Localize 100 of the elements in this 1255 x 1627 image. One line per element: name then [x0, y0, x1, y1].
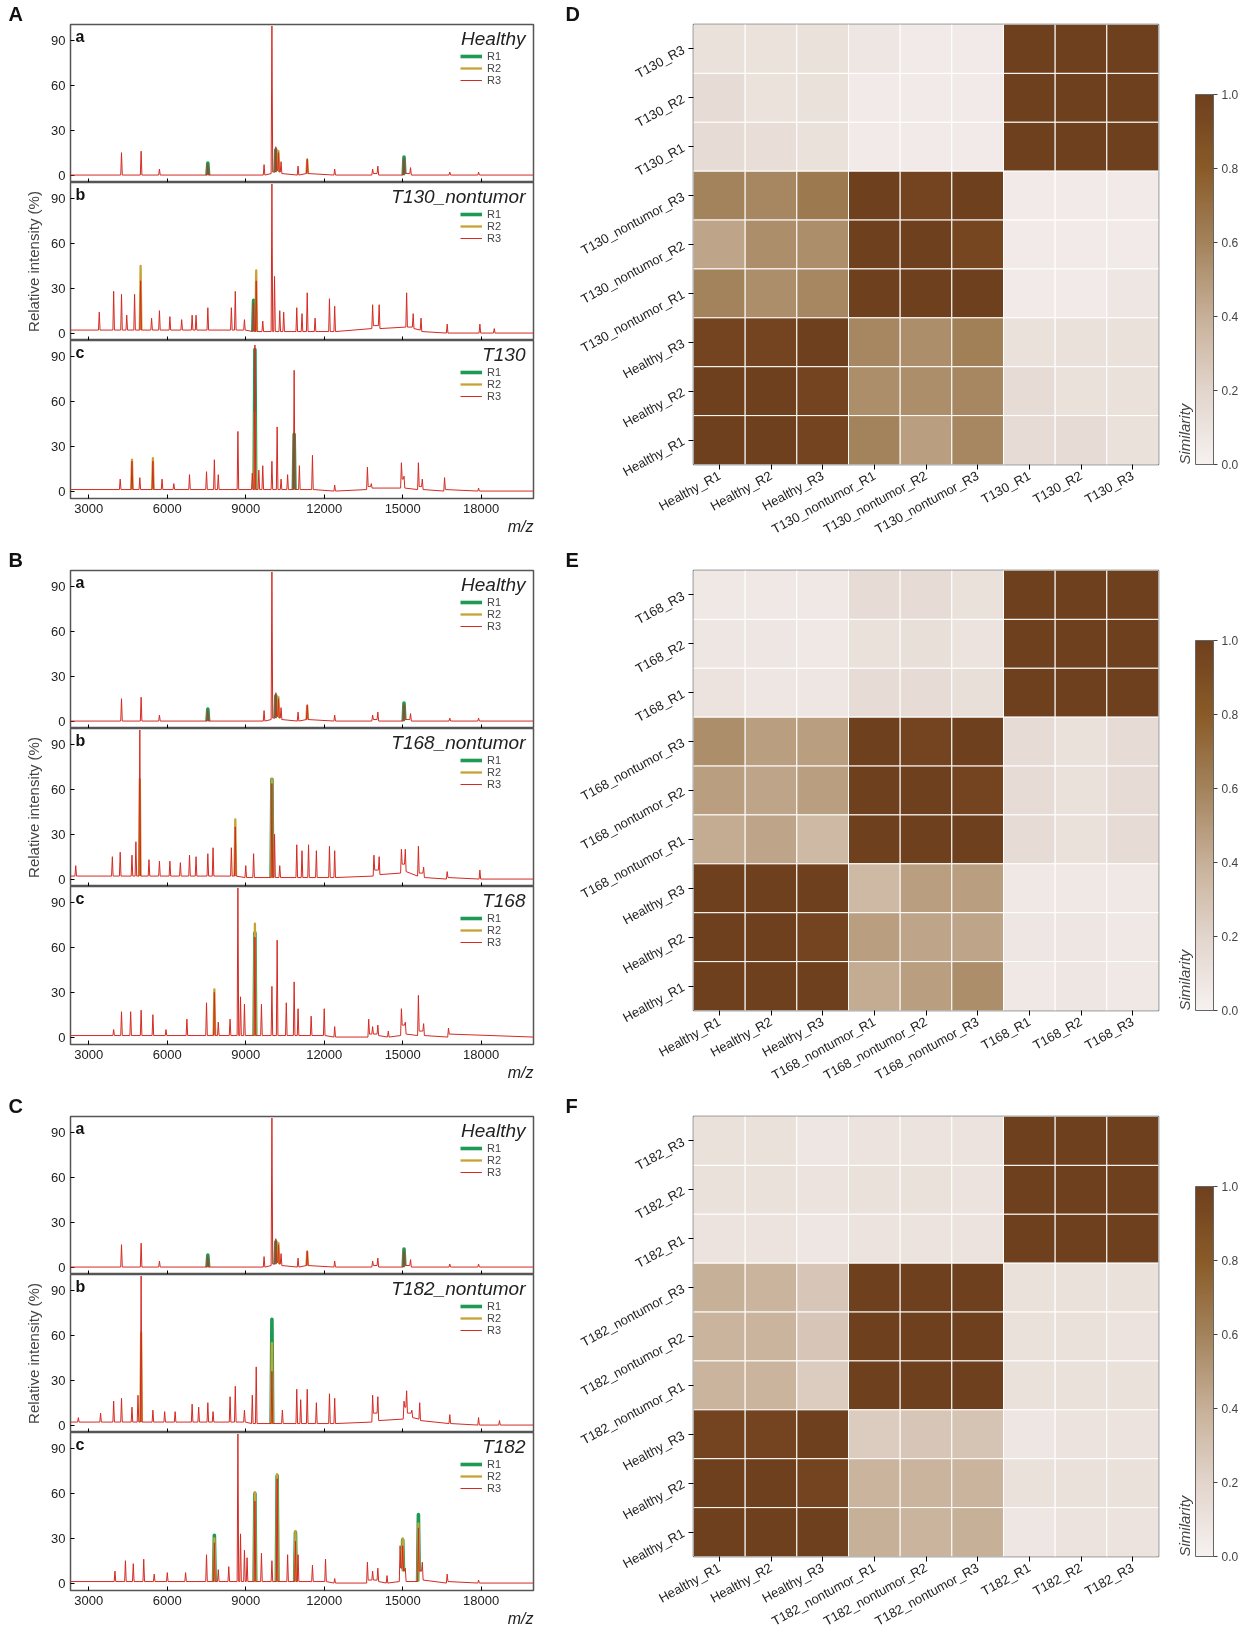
y-tick-label: 0 — [58, 1029, 66, 1045]
y-tick-label: 60 — [51, 624, 66, 640]
legend-label: R3 — [487, 1324, 503, 1336]
color-bar-label: 0.2 — [1221, 384, 1239, 398]
annotation: a — [75, 1119, 85, 1137]
x-tick-label: 12000 — [306, 1046, 343, 1062]
y-axis-title: Relative intensity (%) — [25, 1283, 43, 1424]
y-tick-label: 60 — [51, 236, 66, 252]
x-tick-label: 3000 — [74, 1046, 104, 1062]
chart-title: Healthy — [461, 27, 527, 49]
legend-label: R2 — [487, 1312, 503, 1324]
y-tick-label: 60 — [51, 1328, 66, 1344]
text: C — [8, 1094, 23, 1117]
chart-title: T130 — [482, 343, 526, 365]
y-tick-label: 30 — [51, 1530, 66, 1546]
color-bar-label: 0.2 — [1221, 930, 1239, 944]
color-bar-title: Similarity — [1175, 948, 1193, 1011]
x-tick-label: 9000 — [231, 500, 261, 516]
x-tick-label: 12000 — [306, 500, 343, 516]
text: D — [565, 2, 580, 25]
legend-label: R3 — [487, 390, 503, 402]
color-bar-label: 0.0 — [1221, 458, 1239, 472]
y-tick-label: 90 — [51, 1441, 66, 1457]
annotation: a — [75, 573, 85, 591]
color-bar-label: 0.4 — [1221, 310, 1239, 324]
y-tick-label: 0 — [58, 483, 66, 499]
color-bar-label: 0.4 — [1221, 856, 1239, 870]
annotation: c — [75, 889, 85, 907]
chart-title: Healthy — [461, 573, 527, 595]
y-tick-label: 90 — [51, 737, 66, 753]
x-tick-label: 15000 — [384, 1592, 421, 1608]
y-tick-label: 60 — [51, 1170, 66, 1186]
legend-label: R3 — [487, 778, 503, 790]
y-axis-title: Relative intensity (%) — [25, 737, 43, 878]
x-tick-label: 18000 — [463, 500, 500, 516]
legend-label: R2 — [487, 378, 503, 390]
x-tick-label: 3000 — [74, 500, 104, 516]
y-tick-label: 30 — [51, 826, 66, 842]
y-axis-title: Relative intensity (%) — [25, 191, 43, 332]
annotation: b — [75, 1277, 86, 1295]
x-tick-label: 3000 — [74, 1592, 104, 1608]
y-tick-label: 90 — [51, 1283, 66, 1299]
legend-label: R3 — [487, 232, 503, 244]
y-tick-label: 90 — [51, 579, 66, 595]
annotation: b — [75, 731, 86, 749]
annotation: c — [75, 1435, 85, 1453]
y-tick-label: 60 — [51, 394, 66, 410]
y-tick-label: 0 — [58, 325, 66, 341]
annotation: b — [75, 185, 86, 203]
color-bar-label: 0.6 — [1221, 236, 1239, 250]
x-tick-label: 15000 — [384, 500, 421, 516]
y-tick-label: 30 — [51, 280, 66, 296]
y-tick-label: 60 — [51, 78, 66, 94]
color-bar-label: 0.8 — [1221, 1254, 1239, 1268]
legend-label: R1 — [487, 596, 503, 608]
y-tick-label: 90 — [51, 1125, 66, 1141]
x-tick-label: 12000 — [306, 1592, 343, 1608]
legend-label: R1 — [487, 912, 503, 924]
color-bar-title: Similarity — [1175, 402, 1193, 465]
text: B — [8, 548, 23, 571]
y-tick-label: 0 — [58, 1575, 66, 1591]
legend-label: R2 — [487, 766, 503, 778]
chart-title: T182 — [482, 1435, 526, 1457]
x-tick-label: 6000 — [152, 1592, 182, 1608]
color-bar-label: 0.0 — [1221, 1550, 1239, 1564]
y-tick-label: 30 — [51, 668, 66, 684]
chart-title: T168_nontumor — [391, 731, 527, 753]
legend-label: R1 — [487, 754, 503, 766]
y-tick-label: 90 — [51, 33, 66, 49]
y-tick-label: 90 — [51, 191, 66, 207]
legend-label: R1 — [487, 50, 503, 62]
y-tick-label: 90 — [51, 349, 66, 365]
color-bar-label: 1.0 — [1221, 1180, 1239, 1194]
chart-title: T168 — [482, 889, 526, 911]
x-tick-label: 18000 — [463, 1592, 500, 1608]
y-tick-label: 30 — [51, 438, 66, 454]
legend-label: R1 — [487, 208, 503, 220]
x-tick-label: 6000 — [152, 1046, 182, 1062]
y-tick-label: 0 — [58, 167, 66, 183]
x-tick-label: 6000 — [152, 500, 182, 516]
chart-title: T182_nontumor — [391, 1277, 527, 1299]
color-bar-label: 0.4 — [1221, 1402, 1239, 1416]
color-bar-label: 0.6 — [1221, 782, 1239, 796]
color-bar-label: 0.8 — [1221, 708, 1239, 722]
legend-label: R2 — [487, 62, 503, 74]
legend-label: R1 — [487, 366, 503, 378]
y-tick-label: 60 — [51, 782, 66, 798]
chart-title: Healthy — [461, 1119, 527, 1141]
legend-label: R2 — [487, 1154, 503, 1166]
color-bar-label: 0.6 — [1221, 1328, 1239, 1342]
x-tick-label: 9000 — [231, 1046, 261, 1062]
y-tick-label: 30 — [51, 984, 66, 1000]
x-tick-label: 15000 — [384, 1046, 421, 1062]
x-axis-title: m/z — [507, 517, 534, 535]
y-tick-label: 90 — [51, 895, 66, 911]
legend-label: R2 — [487, 1470, 503, 1482]
color-bar-label: 0.8 — [1221, 162, 1239, 176]
color-bar-title: Similarity — [1175, 1494, 1193, 1557]
legend-label: R3 — [487, 1482, 503, 1494]
legend-label: R2 — [487, 608, 503, 620]
